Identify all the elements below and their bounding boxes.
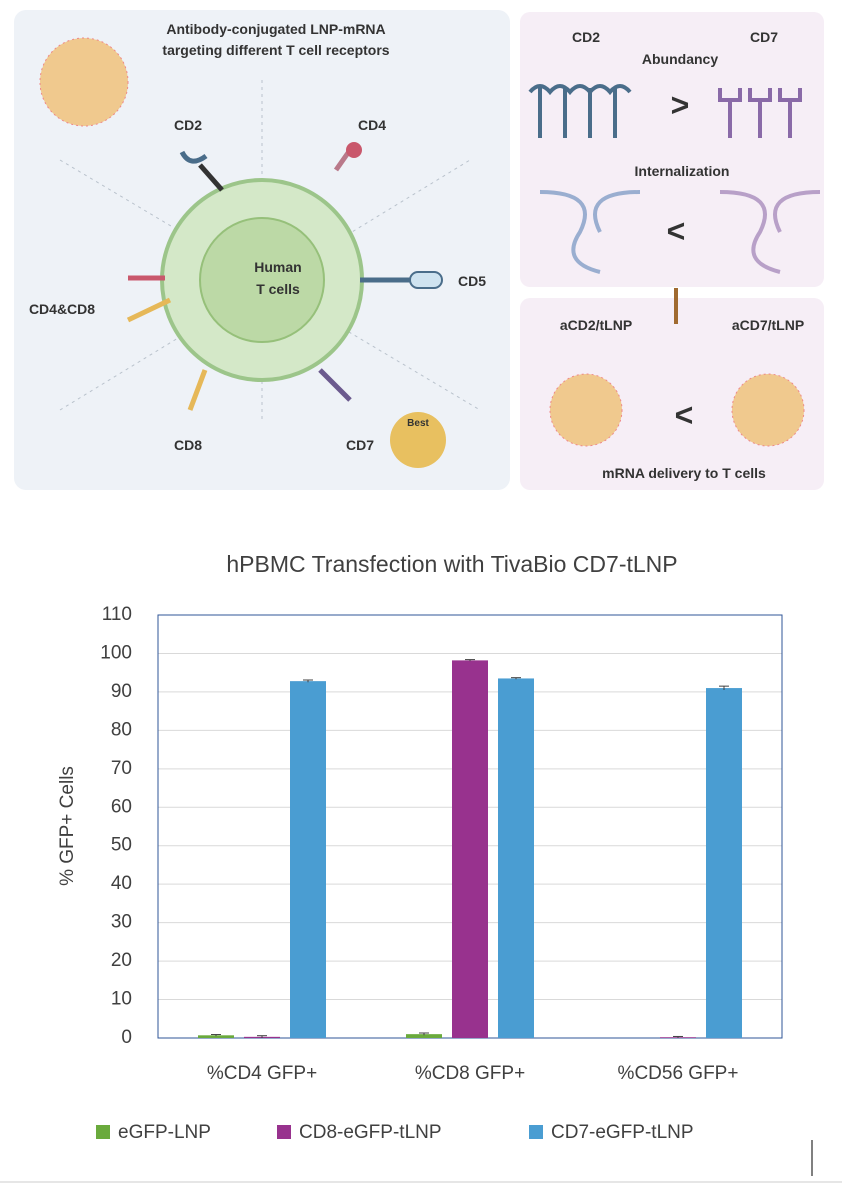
legend-label: eGFP-LNP — [118, 1122, 211, 1143]
diagram-title: targeting different T cell receptors — [162, 42, 389, 58]
y-tick-label: 0 — [121, 1027, 132, 1048]
label: mRNA delivery to T cells — [602, 465, 766, 481]
symbol: > — [671, 87, 690, 123]
bar — [406, 1034, 442, 1038]
receptor-label: CD5 — [458, 273, 486, 289]
label: CD2 — [572, 29, 600, 45]
x-tick-label: %CD8 GFP+ — [415, 1063, 525, 1084]
y-tick-label: 50 — [111, 835, 132, 856]
label: Abundancy — [642, 51, 718, 67]
lnp-icon — [39, 37, 129, 127]
receptor-label: CD2 — [174, 117, 202, 133]
bar — [706, 688, 742, 1038]
y-tick-label: 70 — [111, 758, 132, 779]
legend-swatch — [277, 1125, 291, 1139]
legend-swatch — [529, 1125, 543, 1139]
receptor-label: CD7 — [346, 437, 374, 453]
bar — [498, 678, 534, 1038]
lnp-icon — [549, 373, 623, 447]
y-tick-label: 20 — [111, 950, 132, 971]
badge: Best — [407, 418, 429, 429]
label: aCD2/tLNP — [560, 317, 632, 333]
bar — [290, 681, 326, 1038]
trophy — [390, 412, 446, 468]
lnp-icon — [731, 373, 805, 447]
x-tick-label: %CD4 GFP+ — [207, 1063, 317, 1084]
receptor-label: CD4&CD8 — [29, 301, 95, 317]
label: Internalization — [635, 163, 730, 179]
y-tick-label: 30 — [111, 912, 132, 933]
y-tick-label: 80 — [111, 719, 132, 740]
symbol: < — [667, 213, 686, 249]
y-tick-label: 110 — [102, 604, 132, 625]
legend-label: CD7-eGFP-tLNP — [551, 1122, 694, 1143]
cell-label: T cells — [256, 281, 300, 297]
receptor-icons — [528, 84, 821, 324]
chart-title: hPBMC Transfection with TivaBio CD7-tLNP — [226, 551, 677, 577]
receptors — [126, 142, 443, 411]
y-tick-label: 10 — [111, 989, 132, 1010]
y-axis-label: % GFP+ Cells — [57, 766, 78, 886]
receptor-label: CD8 — [174, 437, 202, 453]
bar — [198, 1035, 234, 1038]
cell-label: Human — [254, 259, 301, 275]
legend-swatch — [96, 1125, 110, 1139]
y-tick-label: 100 — [100, 642, 132, 663]
diagram-title: Antibody-conjugated LNP-mRNA — [166, 21, 385, 37]
y-tick-label: 90 — [111, 681, 132, 702]
x-tick-label: %CD56 GFP+ — [618, 1063, 739, 1084]
label: aCD7/tLNP — [732, 317, 804, 333]
nucleus — [199, 217, 325, 343]
symbol: < — [675, 397, 694, 433]
y-tick-label: 40 — [111, 873, 132, 894]
receptor-label: CD4 — [358, 117, 386, 133]
bar — [452, 660, 488, 1038]
legend-label: CD8-eGFP-tLNP — [299, 1122, 442, 1143]
y-tick-label: 60 — [111, 796, 132, 817]
label: CD7 — [750, 29, 778, 45]
